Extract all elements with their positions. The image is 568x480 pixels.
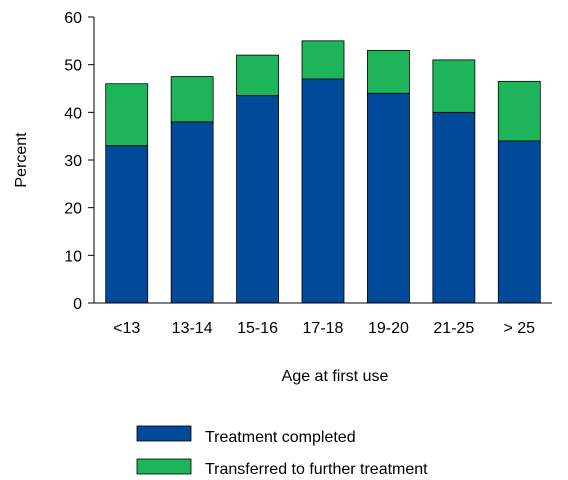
y-tick-label: 60 bbox=[64, 10, 82, 27]
x-tick-label: > 25 bbox=[503, 320, 535, 337]
x-tick-label: 13-14 bbox=[172, 320, 213, 337]
x-tick-label: 19-20 bbox=[368, 320, 409, 337]
y-tick-label: 10 bbox=[64, 248, 82, 265]
bar-transferred bbox=[301, 40, 345, 80]
bar-treatment-completed bbox=[236, 95, 279, 304]
bar-transferred bbox=[105, 83, 149, 147]
bar-treatment-completed bbox=[105, 145, 149, 304]
x-ticks: <13 13-14 15-16 17-18 19-20 21-25 > 25 bbox=[113, 320, 535, 337]
bar-transferred bbox=[236, 54, 279, 97]
bar-transferred bbox=[367, 49, 410, 94]
bars bbox=[105, 40, 541, 304]
legend-swatch-transferred bbox=[136, 458, 192, 475]
legend-label-transferred: Transferred to further treatment bbox=[205, 461, 428, 478]
y-tick-label: 50 bbox=[64, 58, 82, 75]
bar-transferred bbox=[432, 59, 476, 113]
y-tick-label: 30 bbox=[64, 153, 82, 170]
y-tick-label: 0 bbox=[73, 296, 82, 313]
plot-area: 0 10 20 30 40 50 60 <13 13-14 15-16 17-18 19-20 21-… bbox=[64, 10, 552, 337]
x-tick-label: 21-25 bbox=[433, 320, 474, 337]
bar-treatment-completed bbox=[497, 140, 541, 304]
x-tick-label: 17-18 bbox=[303, 320, 344, 337]
y-ticks: 0 10 20 30 40 50 60 bbox=[64, 10, 94, 313]
bar-treatment-completed bbox=[367, 92, 410, 304]
legend: Treatment completed Transferred to furth… bbox=[136, 425, 428, 478]
x-tick-label: <13 bbox=[113, 320, 140, 337]
y-tick-label: 40 bbox=[64, 105, 82, 122]
legend-swatch-treatment-completed bbox=[136, 425, 192, 442]
x-axis-title: Age at first use bbox=[282, 368, 389, 385]
x-tick-label: 15-16 bbox=[237, 320, 278, 337]
bar-treatment-completed bbox=[301, 78, 345, 304]
bar-treatment-completed bbox=[170, 121, 214, 304]
legend-label-treatment-completed: Treatment completed bbox=[205, 429, 356, 446]
y-tick-label: 20 bbox=[64, 201, 82, 218]
bar-treatment-completed bbox=[432, 111, 476, 304]
bar-transferred bbox=[170, 76, 214, 123]
bar-transferred bbox=[497, 80, 541, 142]
y-axis-title: Percent bbox=[13, 132, 30, 188]
